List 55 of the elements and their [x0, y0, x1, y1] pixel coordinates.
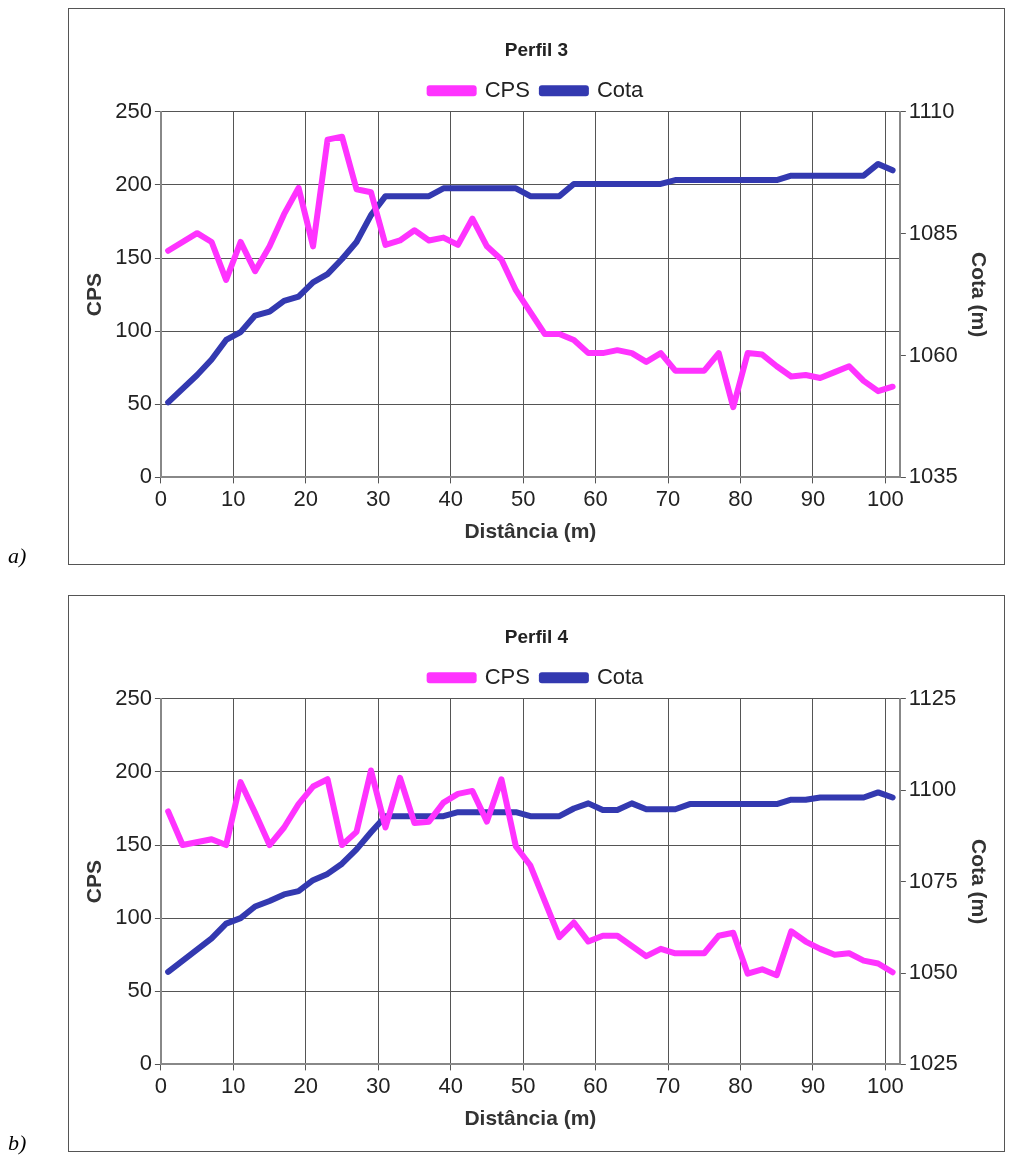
x-tick-label: 40 — [438, 1072, 463, 1098]
y2-tick-label: 1085 — [908, 219, 958, 245]
x-tick-label: 100 — [867, 485, 904, 511]
y-tick-label: 0 — [139, 463, 152, 489]
y2-axis-title: Cota (m) — [967, 839, 991, 925]
x-tick-label: 50 — [510, 485, 536, 511]
x-tick-label: 80 — [728, 1072, 753, 1098]
x-axis-title: Distância (m) — [464, 1106, 597, 1130]
x-tick-label: 30 — [366, 1072, 391, 1098]
y2-tick-label: 1100 — [908, 776, 957, 802]
y-tick-label: 100 — [115, 317, 152, 343]
y-tick-label: 200 — [115, 170, 152, 196]
x-tick-label: 90 — [800, 485, 826, 511]
x-tick-label: 10 — [221, 1072, 246, 1098]
text: b) — [8, 1130, 27, 1156]
x-tick-label: 10 — [221, 485, 246, 511]
x-tick-label: 60 — [583, 485, 608, 511]
y-axis-title: CPS — [82, 273, 106, 317]
y2-tick-label: 1050 — [908, 959, 958, 985]
y2-tick-label: 1035 — [908, 463, 958, 489]
x-tick-label: 60 — [583, 1072, 608, 1098]
legend-label: CPS — [484, 76, 530, 102]
y-tick-label: 150 — [115, 244, 152, 270]
x-tick-label: 70 — [655, 485, 681, 511]
x-tick-label: 20 — [293, 1072, 319, 1098]
x-tick-label: 20 — [293, 485, 319, 511]
y-tick-label: 50 — [127, 977, 152, 1003]
y2-tick-label: 1060 — [908, 341, 958, 367]
x-tick-label: 40 — [438, 485, 463, 511]
x-tick-label: 100 — [867, 1072, 904, 1098]
y-tick-label: 250 — [115, 97, 152, 123]
x-tick-label: 80 — [728, 485, 753, 511]
x-axis-title: Distância (m) — [464, 519, 597, 543]
y2-tick-label: 1025 — [908, 1050, 958, 1076]
y-axis-title: CPS — [82, 860, 106, 904]
y-tick-label: 50 — [127, 390, 152, 416]
y-tick-label: 150 — [115, 831, 152, 857]
y2-tick-label: 1110 — [908, 97, 955, 123]
y2-tick-label: 1075 — [908, 867, 958, 893]
legend-label: CPS — [484, 663, 530, 689]
chart-title: Perfil 3 — [504, 38, 569, 60]
legend-label: Cota — [596, 76, 645, 102]
chart-title: Perfil 4 — [504, 625, 569, 647]
x-tick-label: 30 — [366, 485, 391, 511]
x-tick-label: 50 — [510, 1072, 536, 1098]
y2-axis-title: Cota (m) — [967, 252, 991, 338]
text: a) — [8, 543, 27, 569]
y2-tick-label: 1125 — [908, 684, 957, 710]
x-tick-label: 70 — [655, 1072, 681, 1098]
legend-label: Cota — [596, 663, 645, 689]
y-tick-label: 100 — [115, 904, 152, 930]
y-tick-label: 250 — [115, 684, 152, 710]
x-tick-label: 90 — [800, 1072, 826, 1098]
y-tick-label: 0 — [139, 1050, 152, 1076]
y-tick-label: 200 — [115, 757, 152, 783]
